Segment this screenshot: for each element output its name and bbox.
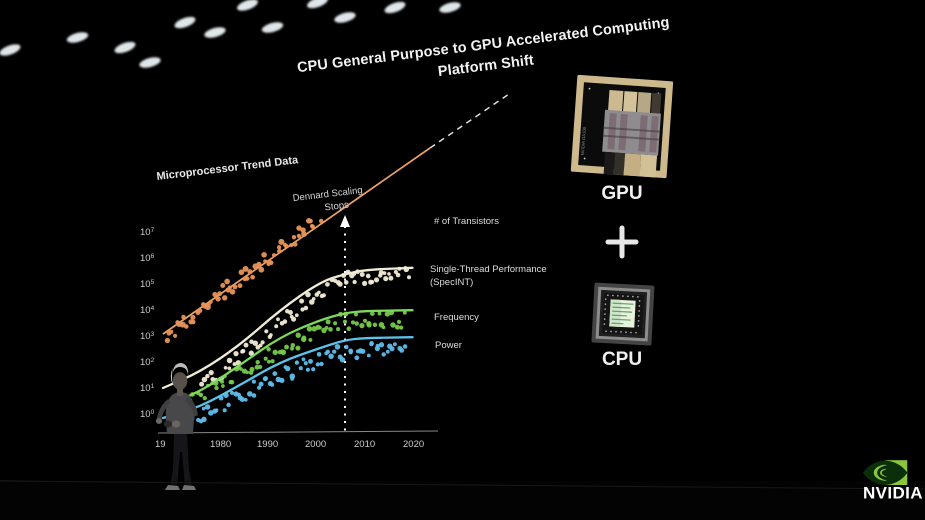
svg-text:NVIDIA: NVIDIA	[863, 484, 923, 503]
